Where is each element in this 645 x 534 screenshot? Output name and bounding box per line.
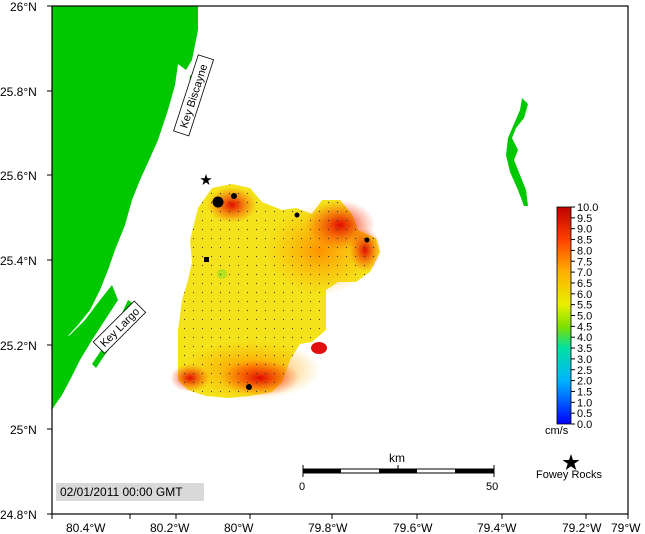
- colorbar-tick-label: 6.0: [577, 289, 592, 301]
- radar-site-east: [294, 212, 300, 218]
- radar-grid-points: [178, 184, 380, 398]
- lat-label-25: 25°N: [10, 423, 37, 437]
- colorbar-tick-label: 4.0: [577, 332, 592, 344]
- colorbar-tick-label: 4.5: [577, 321, 592, 333]
- colorbar-tick-label: 3.0: [577, 354, 592, 366]
- colorbar-tick-label: 2.5: [577, 365, 592, 377]
- colorbar-tick-label: 3.5: [577, 343, 592, 355]
- lat-label-26: 26°N: [10, 0, 37, 14]
- scalebar-end: 50: [486, 481, 498, 493]
- colorbar-tick-label: 2.0: [577, 376, 592, 388]
- bimini-islands: [506, 98, 528, 206]
- colorbar-tick-label: 6.5: [577, 278, 592, 290]
- latitude-labels: 26°N 25.8°N 25.6°N 25.4°N 25.2°N 25°N 24…: [0, 0, 37, 522]
- colorbar-tick-label: 10.0: [577, 202, 598, 214]
- keys-chain: [52, 285, 118, 410]
- colorbar-tick-label: 1.5: [577, 386, 592, 398]
- florida-mainland: [52, 6, 198, 345]
- lat-label-25-4: 25.4°N: [0, 254, 37, 268]
- colorbar-tick-label: 8.5: [577, 235, 592, 247]
- radar-site-dot: [231, 193, 237, 199]
- scalebar-unit: km: [389, 451, 405, 465]
- colorbar-tick-label: 1.0: [577, 397, 592, 409]
- longitude-labels: 80.4°W 80.2°W 80°W 79.8°W 79.6°W 79.4°W …: [66, 521, 641, 534]
- colorbar-tick-label: 7.5: [577, 256, 592, 268]
- lon-label-80: 80°W: [224, 521, 254, 534]
- colorbar-tick-label: 0.0: [577, 419, 592, 431]
- colorbar-ramp: [556, 206, 572, 425]
- hot-spot-isolated: [311, 342, 327, 354]
- colorbar-tick-labels: 10.09.59.08.58.07.57.06.56.05.55.04.54.0…: [571, 202, 598, 431]
- colorbar-unit-label: cm/s: [545, 425, 569, 437]
- radar-site-south: [246, 384, 252, 390]
- lat-label-24-8: 24.8°N: [0, 508, 37, 522]
- lon-label-79-8: 79.8°W: [308, 521, 348, 534]
- lon-label-80-2: 80.2°W: [150, 521, 190, 534]
- fowey-rocks-label: Fowey Rocks: [536, 469, 603, 481]
- colorbar-tick-label: 0.5: [577, 408, 592, 420]
- frame-ticks: [47, 5, 629, 519]
- colorbar-tick-label: 8.0: [577, 245, 592, 257]
- star-marker-north: [200, 174, 212, 185]
- colorbar: 10.09.59.08.58.07.57.06.56.05.55.04.54.0…: [545, 202, 598, 437]
- colorbar-tick-label: 5.5: [577, 300, 592, 312]
- scalebar-start: 0: [299, 481, 305, 493]
- lon-label-79-6: 79.6°W: [393, 521, 433, 534]
- radar-site-far-east: [364, 237, 370, 243]
- colorbar-tick-label: 7.0: [577, 267, 592, 279]
- timestamp-label: 02/01/2011 00:00 GMT: [56, 483, 204, 501]
- current-field: [170, 184, 381, 400]
- station-square-marker: [204, 257, 209, 262]
- lat-label-25-2: 25.2°N: [0, 339, 37, 353]
- lon-label-79-4: 79.4°W: [477, 521, 517, 534]
- colorbar-tick-label: 9.5: [577, 213, 592, 225]
- radar-site-north: [212, 196, 224, 208]
- lon-label-79: 79°W: [611, 521, 641, 534]
- lon-label-79-2: 79.2°W: [562, 521, 602, 534]
- scalebar: km 0 50: [299, 451, 498, 493]
- fowey-rocks-star: [562, 454, 580, 470]
- lon-label-80-4: 80.4°W: [66, 521, 106, 534]
- lat-label-25-8: 25.8°N: [0, 85, 37, 99]
- lat-label-25-6: 25.6°N: [0, 169, 37, 183]
- colorbar-tick-label: 5.0: [577, 311, 592, 323]
- colorbar-tick-label: 9.0: [577, 224, 592, 236]
